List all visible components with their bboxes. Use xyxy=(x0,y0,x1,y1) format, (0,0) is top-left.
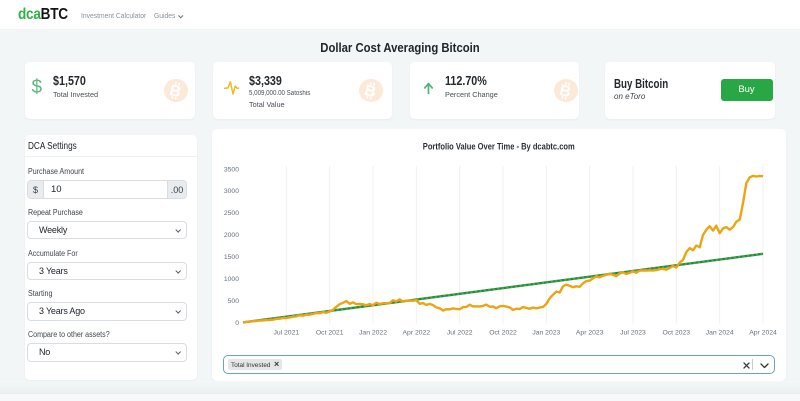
svg-text:Apr 2024: Apr 2024 xyxy=(749,329,777,336)
svg-text:Jul 2022: Jul 2022 xyxy=(447,329,473,336)
svg-text:B: B xyxy=(168,81,183,100)
svg-text:Portfolio Value Over Time - By: Portfolio Value Over Time - By dcabtc.co… xyxy=(423,140,575,151)
svg-text:Oct 2023: Oct 2023 xyxy=(663,329,691,336)
svg-text:Oct 2022: Oct 2022 xyxy=(489,329,517,336)
svg-text:3500: 3500 xyxy=(224,166,239,173)
svg-text:2000: 2000 xyxy=(224,232,239,239)
svg-text:Apr 2022: Apr 2022 xyxy=(403,329,431,336)
svg-text:1000: 1000 xyxy=(224,276,239,283)
svg-text:3000: 3000 xyxy=(224,188,239,195)
svg-text:B: B xyxy=(363,81,378,100)
svg-text:Jul 2021: Jul 2021 xyxy=(273,329,299,336)
svg-text:0: 0 xyxy=(235,320,239,327)
svg-text:Apr 2023: Apr 2023 xyxy=(576,329,604,336)
svg-text:B: B xyxy=(558,81,573,100)
svg-text:1500: 1500 xyxy=(224,254,239,261)
svg-text:Oct 2021: Oct 2021 xyxy=(316,329,344,336)
svg-text:Jan 2023: Jan 2023 xyxy=(532,329,560,336)
svg-text:500: 500 xyxy=(228,298,240,305)
svg-text:Jan 2022: Jan 2022 xyxy=(359,329,387,336)
svg-text:2500: 2500 xyxy=(224,210,239,217)
svg-text:Jan 2024: Jan 2024 xyxy=(706,329,734,336)
svg-text:Jul 2023: Jul 2023 xyxy=(620,329,646,336)
